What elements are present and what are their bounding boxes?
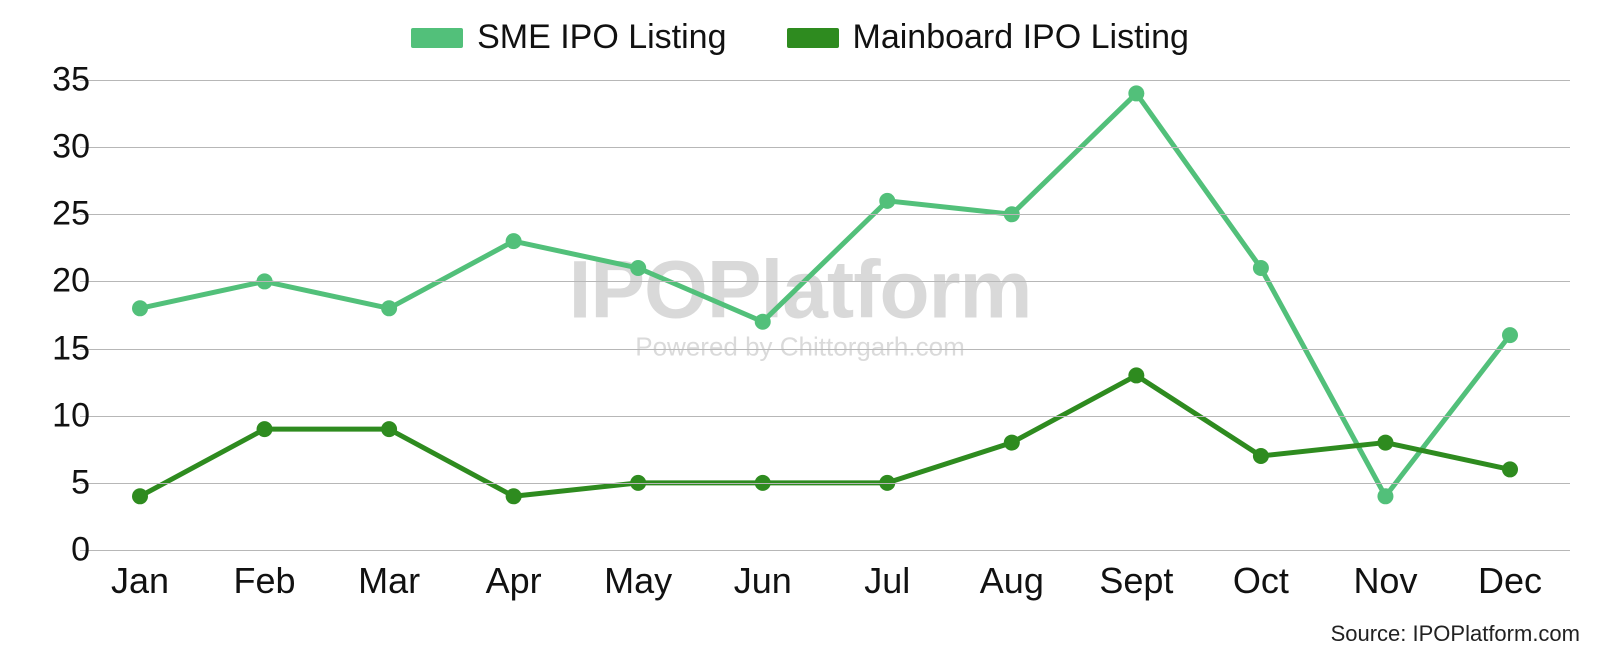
x-axis-tick-label: Mar — [358, 560, 420, 602]
series-marker — [1128, 367, 1144, 383]
plot-area — [80, 80, 1570, 550]
series-marker — [1128, 85, 1144, 101]
series-marker — [879, 193, 895, 209]
legend-label-mainboard: Mainboard IPO Listing — [853, 18, 1189, 57]
series-marker — [1253, 260, 1269, 276]
y-axis-tick-label: 15 — [20, 329, 90, 368]
grid-line — [80, 349, 1570, 350]
x-axis-tick-label: Oct — [1233, 560, 1289, 602]
legend-label-sme: SME IPO Listing — [477, 18, 726, 57]
grid-line — [80, 483, 1570, 484]
x-axis-tick-label: May — [604, 560, 672, 602]
series-line — [140, 93, 1510, 496]
x-axis-tick-label: Nov — [1353, 560, 1417, 602]
series-marker — [506, 488, 522, 504]
series-marker — [257, 421, 273, 437]
x-axis-tick-label: Jun — [734, 560, 792, 602]
y-axis-tick-label: 0 — [20, 531, 90, 570]
y-axis-tick-label: 30 — [20, 128, 90, 167]
x-axis-tick-label: Jul — [864, 560, 910, 602]
legend-item-sme: SME IPO Listing — [411, 18, 726, 57]
series-marker — [1004, 435, 1020, 451]
x-axis-tick-label: Apr — [486, 560, 542, 602]
x-axis-tick-label: Feb — [234, 560, 296, 602]
y-axis-tick-label: 5 — [20, 463, 90, 502]
ipo-listing-chart: SME IPO Listing Mainboard IPO Listing IP… — [0, 0, 1600, 659]
source-label: Source: IPOPlatform.com — [1331, 621, 1580, 647]
series-marker — [132, 488, 148, 504]
series-marker — [755, 314, 771, 330]
y-axis-tick-label: 20 — [20, 262, 90, 301]
series-marker — [381, 421, 397, 437]
chart-legend: SME IPO Listing Mainboard IPO Listing — [0, 18, 1600, 57]
series-marker — [1253, 448, 1269, 464]
series-marker — [132, 300, 148, 316]
x-axis-tick-label: Sept — [1099, 560, 1173, 602]
legend-swatch-sme — [411, 28, 463, 48]
grid-line — [80, 416, 1570, 417]
grid-line — [80, 80, 1570, 81]
grid-line — [80, 550, 1570, 551]
grid-line — [80, 214, 1570, 215]
x-axis-tick-label: Dec — [1478, 560, 1542, 602]
series-line — [140, 375, 1510, 496]
series-marker — [381, 300, 397, 316]
legend-item-mainboard: Mainboard IPO Listing — [787, 18, 1189, 57]
x-axis-tick-label: Aug — [980, 560, 1044, 602]
series-marker — [1502, 327, 1518, 343]
chart-lines-svg — [80, 80, 1570, 550]
series-marker — [630, 260, 646, 276]
legend-swatch-mainboard — [787, 28, 839, 48]
x-axis-tick-label: Jan — [111, 560, 169, 602]
series-marker — [1502, 461, 1518, 477]
series-marker — [506, 233, 522, 249]
series-marker — [1377, 435, 1393, 451]
grid-line — [80, 281, 1570, 282]
y-axis-tick-label: 25 — [20, 195, 90, 234]
y-axis-tick-label: 10 — [20, 396, 90, 435]
grid-line — [80, 147, 1570, 148]
y-axis-tick-label: 35 — [20, 61, 90, 100]
series-marker — [1377, 488, 1393, 504]
